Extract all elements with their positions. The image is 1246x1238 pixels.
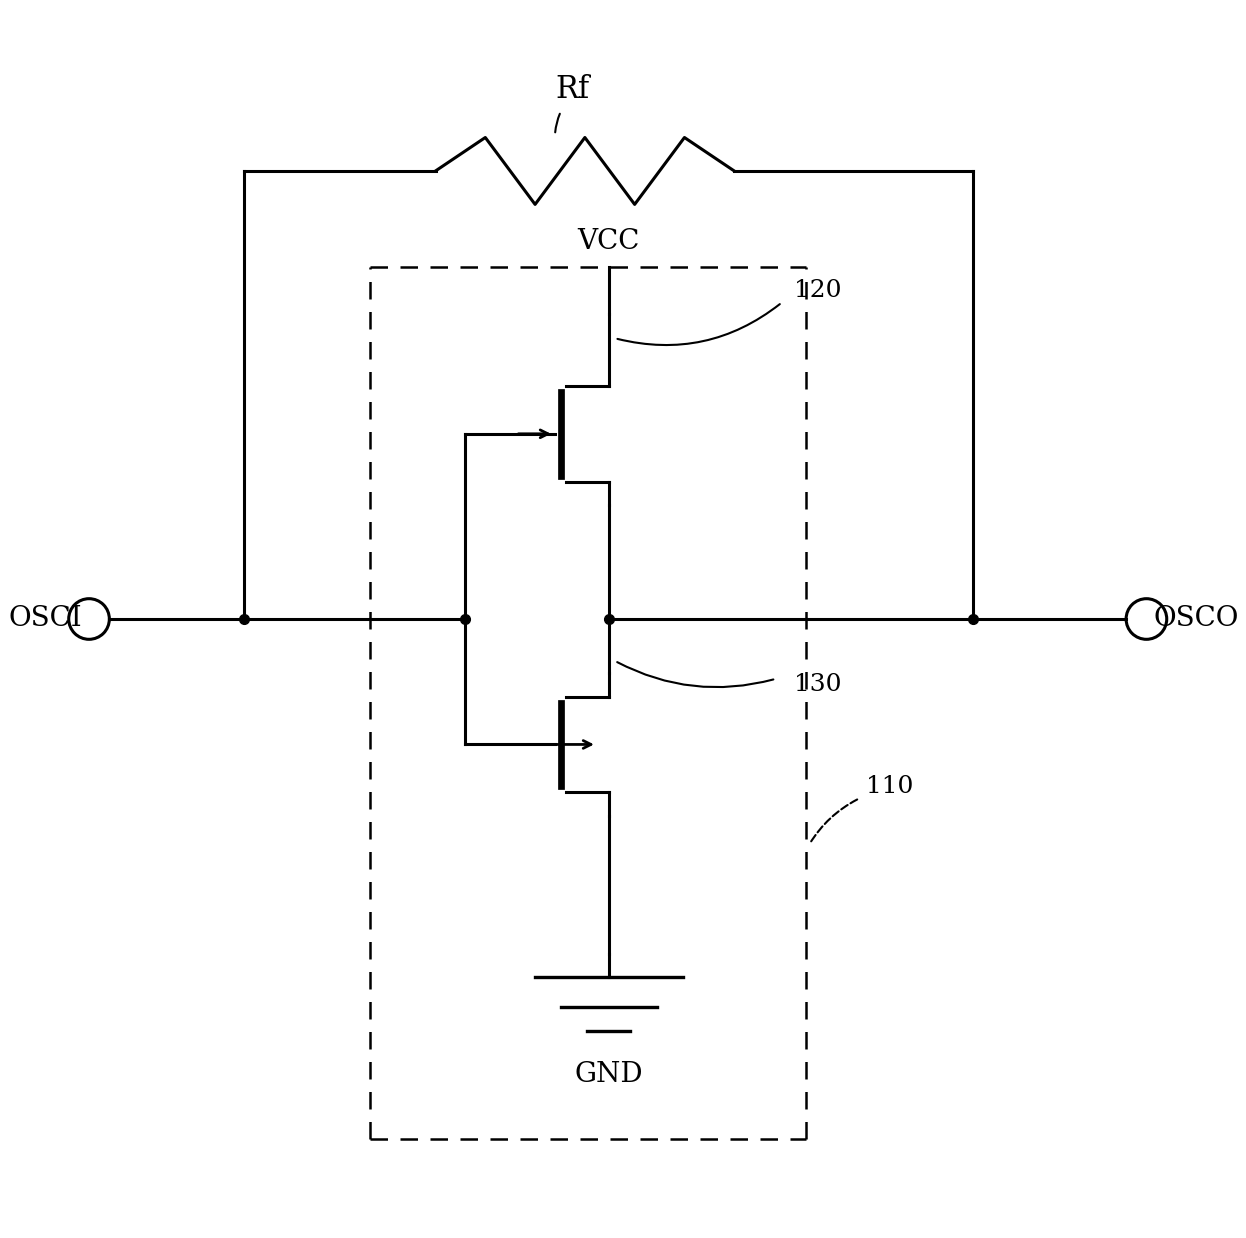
Text: VCC: VCC [578, 228, 640, 255]
Text: GND: GND [574, 1061, 643, 1088]
Text: OSCI: OSCI [9, 605, 82, 633]
Text: 110: 110 [866, 775, 913, 797]
Text: OSCO: OSCO [1154, 605, 1239, 633]
Text: Rf: Rf [556, 74, 591, 105]
Text: 120: 120 [794, 279, 841, 302]
Text: 130: 130 [794, 673, 841, 696]
